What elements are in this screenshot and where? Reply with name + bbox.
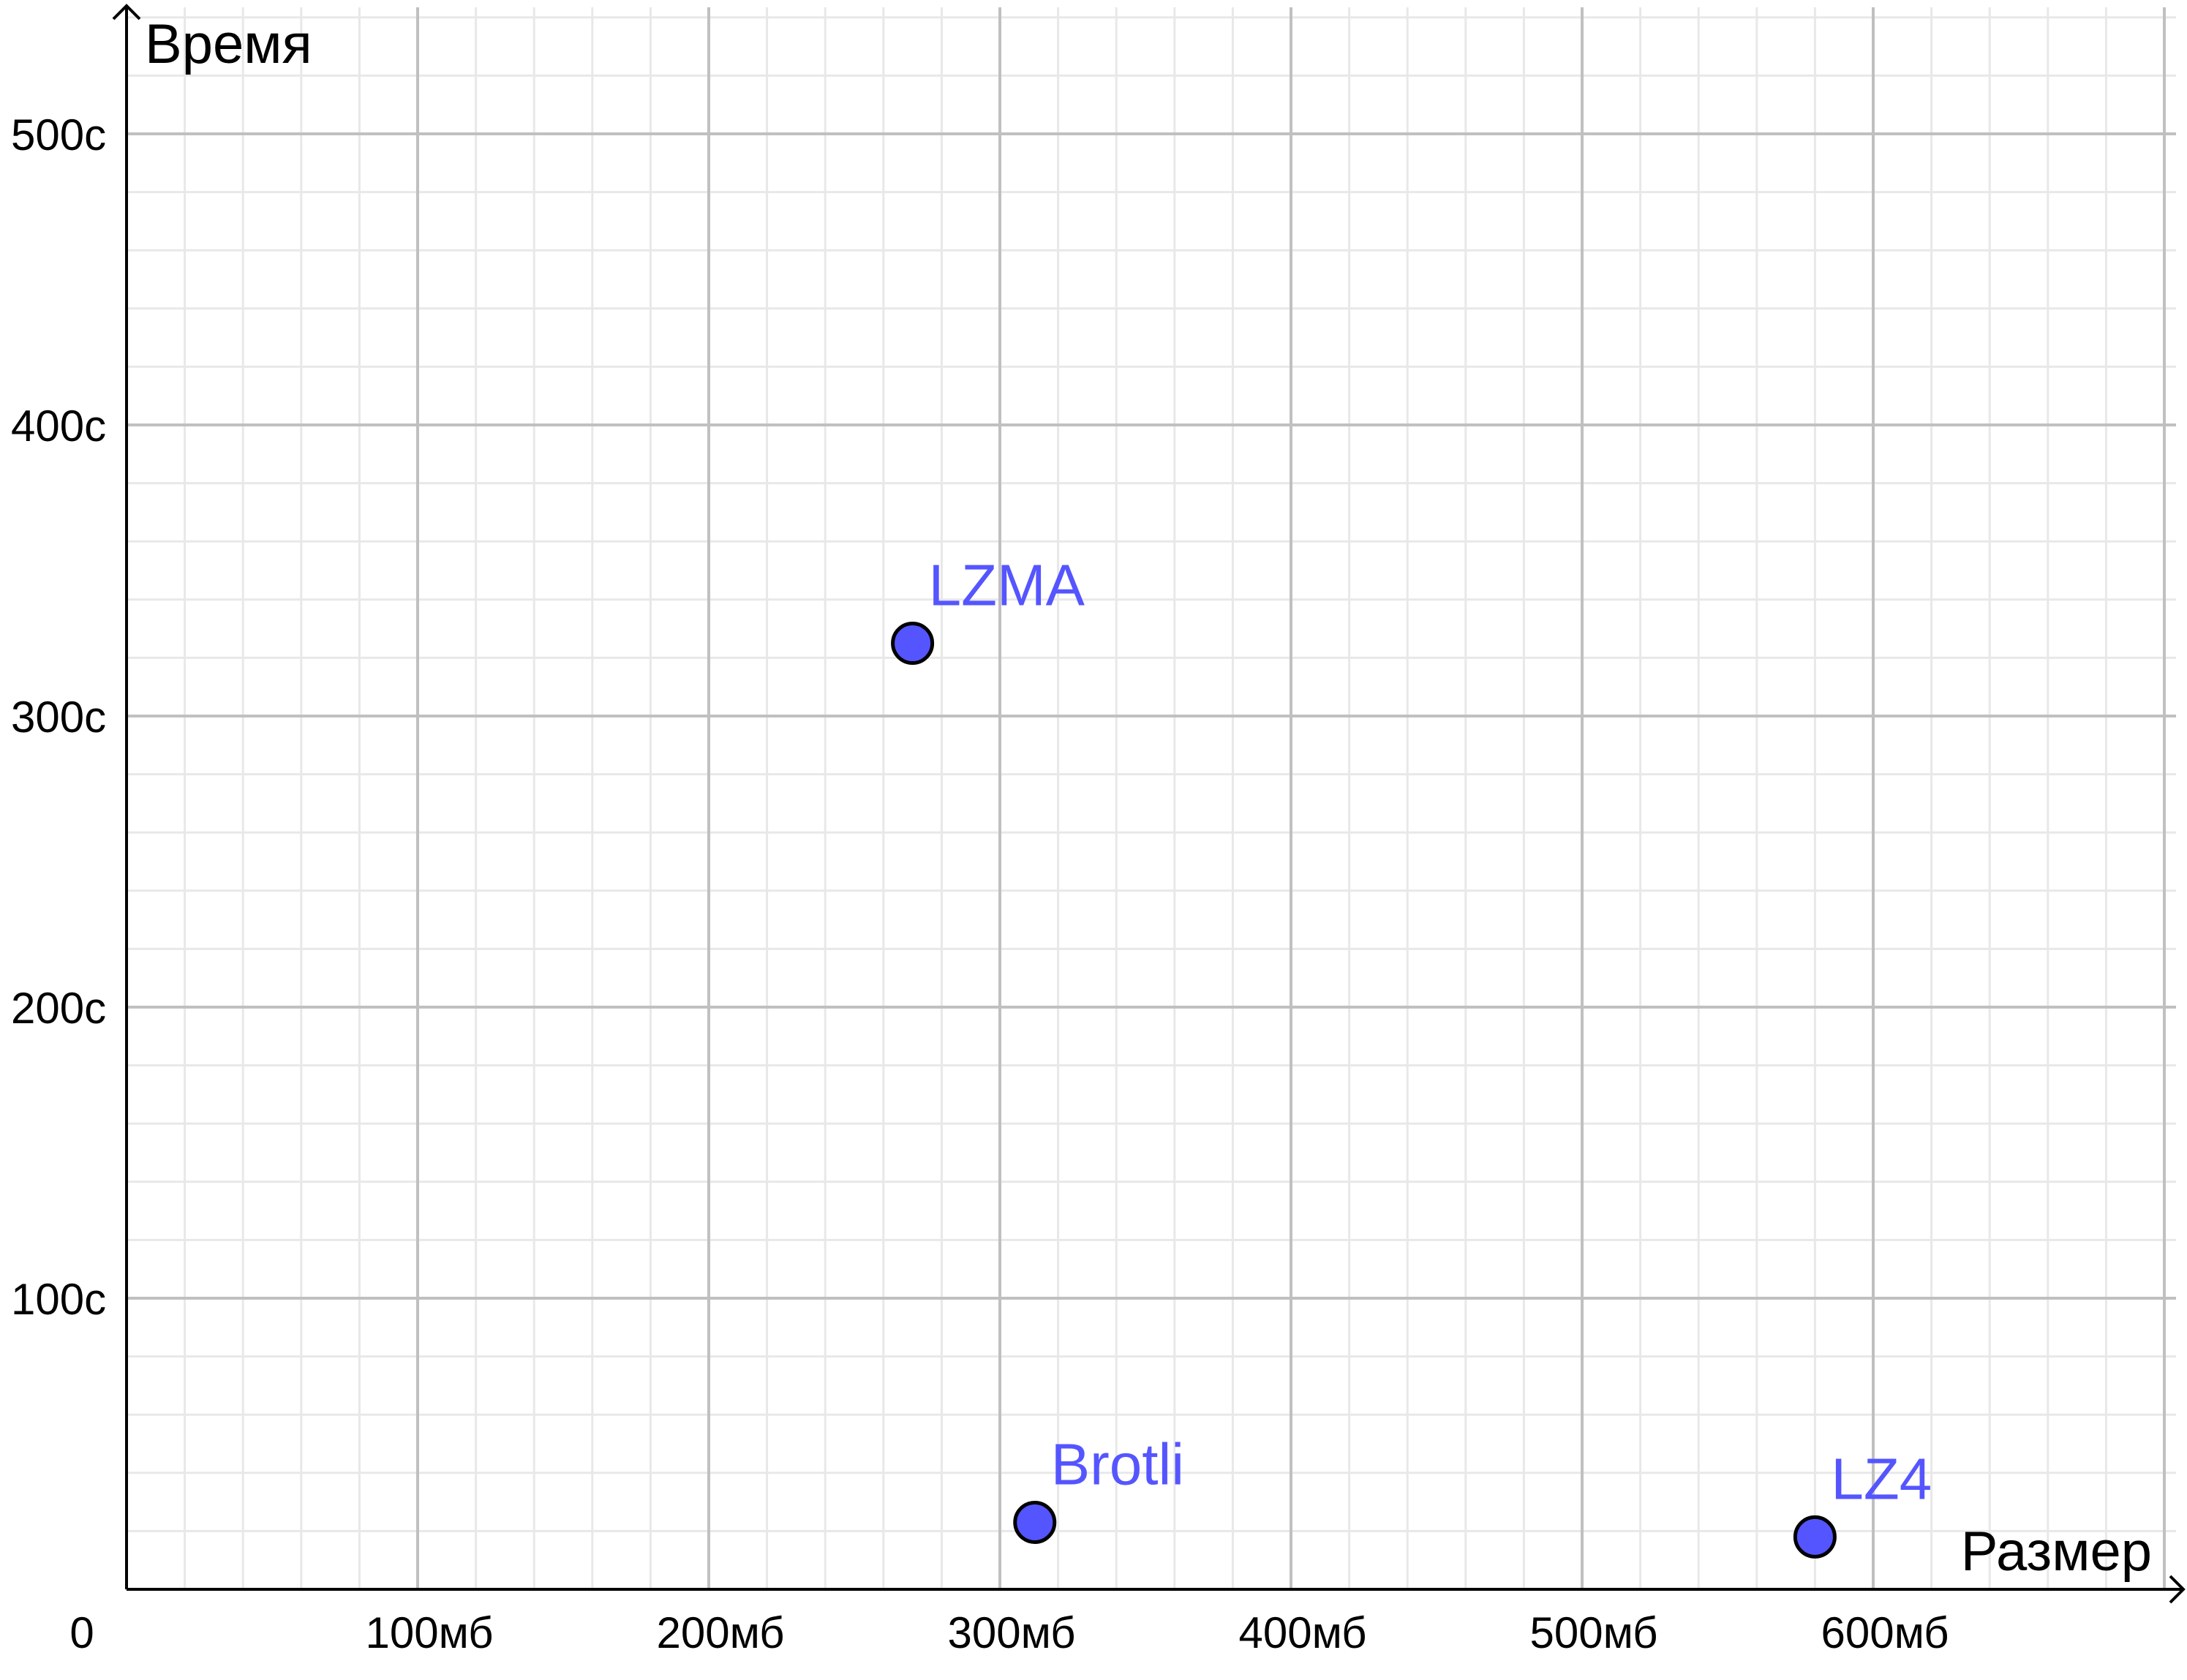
axes bbox=[112, 4, 2186, 1604]
y-tick-label: 500с bbox=[11, 110, 106, 159]
y-axis-title: Время bbox=[145, 13, 312, 75]
origin-label: 0 bbox=[69, 1608, 94, 1657]
data-point bbox=[1793, 1515, 1837, 1559]
x-tick-label: 600мб bbox=[1821, 1608, 1949, 1657]
y-tick-label: 200с bbox=[11, 984, 106, 1033]
x-axis-arrow-icon bbox=[2169, 1575, 2186, 1604]
x-tick-label: 100мб bbox=[365, 1608, 493, 1657]
data-points: LZMA Brotli LZ4 bbox=[891, 553, 1932, 1559]
tick-labels: 100мб 200мб 300мб 400мб 500мб 600мб 100с 200с 30… bbox=[11, 110, 1949, 1657]
minor-grid bbox=[127, 7, 2176, 1589]
y-tick-label: 400с bbox=[11, 402, 106, 451]
data-point-label: LZ4 bbox=[1831, 1446, 1932, 1511]
major-grid bbox=[127, 7, 2176, 1589]
x-tick-label: 200мб bbox=[656, 1608, 784, 1657]
data-point bbox=[891, 622, 935, 665]
y-tick-label: 300с bbox=[11, 693, 106, 742]
data-point-label: LZMA bbox=[929, 553, 1085, 618]
x-tick-label: 500мб bbox=[1529, 1608, 1657, 1657]
x-tick-label: 400мб bbox=[1238, 1608, 1366, 1657]
x-tick-label: 300мб bbox=[947, 1608, 1075, 1657]
data-point-label: Brotli bbox=[1051, 1431, 1184, 1496]
y-tick-label: 100с bbox=[11, 1275, 106, 1324]
data-point bbox=[1013, 1500, 1057, 1544]
x-axis-title: Размер bbox=[1961, 1521, 2152, 1583]
y-axis-arrow-icon bbox=[112, 4, 141, 20]
